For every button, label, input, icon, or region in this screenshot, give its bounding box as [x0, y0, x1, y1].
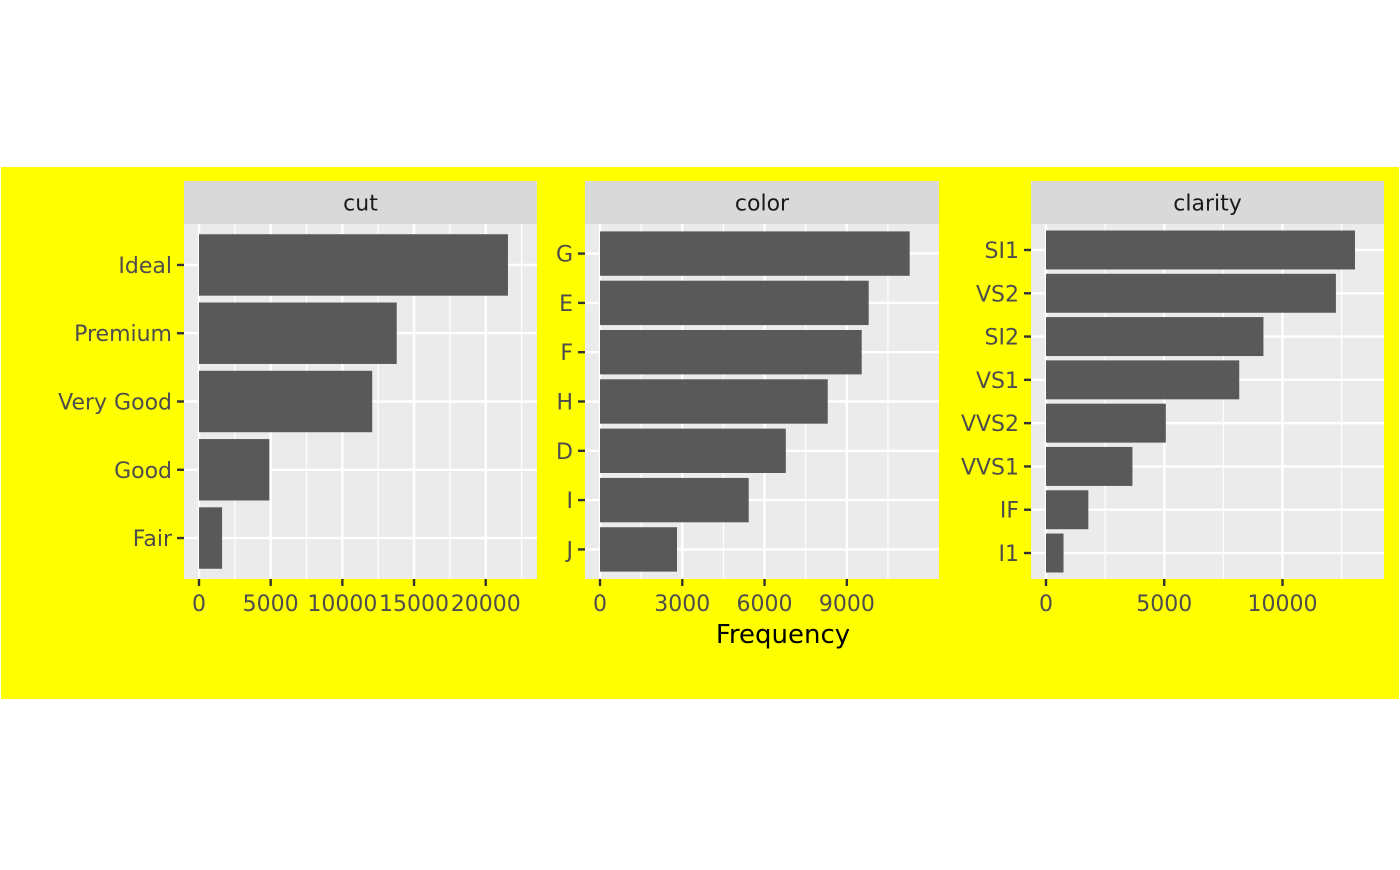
bar-clarity-VS1 [1046, 360, 1240, 400]
bar-color-G [600, 231, 910, 276]
y-tick-label: I [567, 489, 574, 514]
bar-clarity-VVS2 [1046, 403, 1166, 443]
x-tick-label: 5000 [243, 592, 299, 617]
facet-strip-label: cut [343, 192, 378, 217]
y-tick-label: E [559, 292, 573, 317]
facet-strip-label: color [735, 192, 790, 217]
x-tick-label: 0 [593, 592, 607, 617]
bar-color-H [600, 379, 828, 424]
y-tick-label: D [556, 440, 573, 465]
bar-cut-Good [199, 439, 270, 501]
x-tick-label: 5000 [1136, 592, 1192, 617]
y-tick-label: Ideal [118, 254, 172, 279]
x-tick-label: 0 [192, 592, 206, 617]
y-tick-label: F [560, 341, 573, 366]
x-tick-label: 9000 [819, 592, 875, 617]
y-tick-label: SI2 [985, 326, 1019, 351]
bar-cut-Premium [199, 302, 397, 364]
facet-panel-clarity: clarity SI1 VS2 SI2 VS1 VVS2 VVS1 IF I1 0 5000 1000… [961, 181, 1384, 617]
x-tick-label: 10000 [1247, 592, 1317, 617]
bar-cut-Very Good [199, 370, 373, 433]
panels: cut Ideal Premium Very Good Good Fair 0 5000 100… [58, 181, 1384, 617]
x-tick-label: 10000 [307, 592, 377, 617]
x-tick-label: 20000 [451, 592, 521, 617]
y-tick-label: VVS1 [961, 455, 1019, 480]
bar-clarity-SI2 [1046, 317, 1264, 357]
y-tick-label: Premium [74, 322, 172, 347]
bar-color-E [600, 280, 869, 326]
bar-color-J [600, 527, 678, 572]
bar-color-I [600, 477, 749, 523]
y-tick-label: VS1 [976, 369, 1019, 394]
y-tick-label: I1 [999, 542, 1020, 567]
bar-clarity-IF [1046, 490, 1089, 530]
x-tick-label: 15000 [379, 592, 449, 617]
x-axis-title: Frequency [716, 620, 850, 650]
bar-cut-Fair [199, 507, 223, 569]
bar-clarity-VS2 [1046, 273, 1336, 313]
y-tick-label: H [556, 391, 573, 416]
facet-strip [585, 181, 939, 224]
y-tick-label: SI1 [985, 239, 1019, 264]
y-tick-label: J [565, 538, 574, 563]
y-tick-label: G [556, 243, 573, 268]
bar-color-D [600, 428, 786, 473]
y-tick-label: VS2 [976, 282, 1019, 307]
bar-clarity-SI1 [1046, 230, 1355, 270]
bar-clarity-I1 [1046, 533, 1064, 573]
facet-strip [1031, 181, 1384, 224]
y-tick-label: Good [114, 459, 172, 484]
facet-strip-label: clarity [1173, 192, 1242, 217]
bar-clarity-VVS1 [1046, 446, 1133, 486]
y-tick-label: IF [1000, 499, 1019, 524]
y-tick-label: Fair [133, 527, 173, 552]
bar-cut-Ideal [199, 234, 508, 296]
y-tick-label: VVS2 [961, 412, 1019, 437]
bar-color-F [600, 330, 862, 375]
y-tick-label: Very Good [58, 391, 172, 416]
x-tick-label: 3000 [654, 592, 710, 617]
facet-strip [184, 181, 537, 224]
x-tick-label: 0 [1039, 592, 1053, 617]
facet-panel-cut: cut Ideal Premium Very Good Good Fair 0 5000 100… [58, 181, 537, 617]
x-tick-label: 6000 [737, 592, 793, 617]
